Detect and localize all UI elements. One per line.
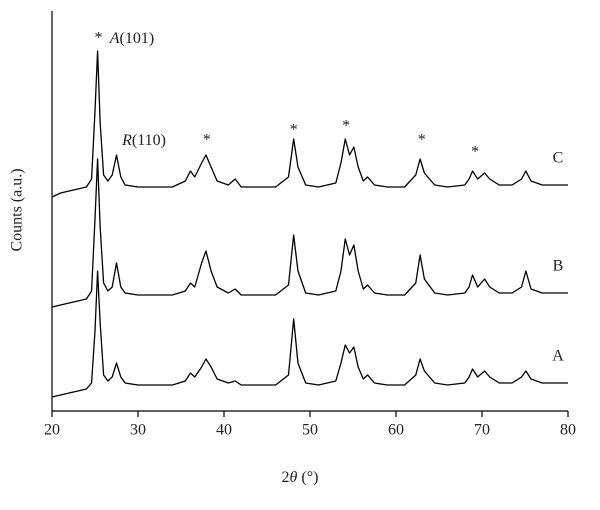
x-tick-label: 60 xyxy=(388,422,404,439)
series-label: A xyxy=(552,348,564,365)
series-label: C xyxy=(553,150,564,167)
x-tick-label: 30 xyxy=(130,422,146,439)
annotation: * xyxy=(94,30,102,47)
annotation: R(110) xyxy=(121,132,166,149)
annotation: * xyxy=(203,132,211,149)
series-label: B xyxy=(553,258,564,275)
annotation: * xyxy=(418,132,426,149)
x-tick-label: 50 xyxy=(302,422,318,439)
x-tick-label: 70 xyxy=(474,422,490,439)
annotation: * xyxy=(342,118,350,135)
x-tick-label: 20 xyxy=(44,422,60,439)
x-tick-label: 40 xyxy=(216,422,232,439)
annotation: A(101) xyxy=(109,30,154,47)
y-axis-label: Counts (a.u.) xyxy=(9,168,26,251)
series-line xyxy=(51,270,568,398)
x-tick-label: 80 xyxy=(560,422,576,439)
series-line xyxy=(51,158,568,308)
series-line xyxy=(51,50,568,198)
annotation: * xyxy=(471,144,479,161)
x-axis-label: 2θ (°) xyxy=(282,469,319,486)
annotation: * xyxy=(290,122,298,139)
